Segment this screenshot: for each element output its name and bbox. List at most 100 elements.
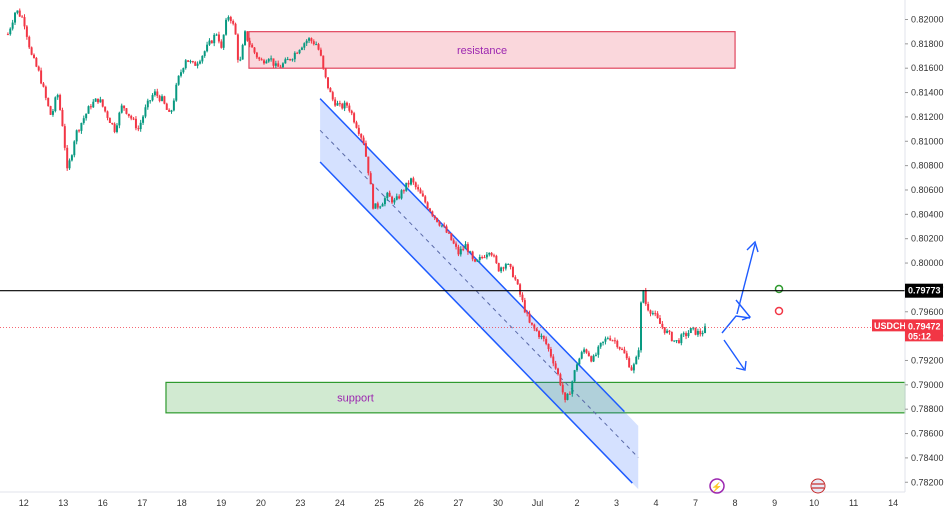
candle-body (168, 109, 171, 112)
candle-body (111, 122, 114, 124)
candle-body (253, 47, 256, 53)
candle-body (571, 381, 574, 394)
candle-body (440, 225, 443, 227)
candle-body (251, 44, 254, 48)
candle-body (502, 267, 505, 269)
candle-body (587, 352, 590, 357)
y-axis[interactable]: 0.82000 0.81800 0.81600 0.81400 0.81200 0.810… (904, 0, 944, 492)
candle-body (635, 356, 638, 365)
candle-body (670, 332, 673, 342)
x-tick-label: 16 (98, 498, 108, 508)
candle-body (225, 19, 228, 35)
candle-body (507, 263, 510, 265)
candle-body (699, 330, 702, 335)
candle-body (270, 58, 273, 60)
candle-body (509, 263, 512, 267)
candle-body (658, 318, 661, 324)
candle-body (592, 355, 595, 362)
candle-body (583, 349, 586, 353)
candle-body (647, 304, 650, 311)
candle-body (462, 248, 465, 250)
candle-body (540, 335, 543, 338)
candle-body (104, 106, 107, 112)
candle-body (623, 349, 626, 354)
candle-body (317, 44, 320, 50)
x-tick-label: Jul (532, 498, 544, 508)
candle-body (386, 192, 389, 199)
candle-body (315, 44, 318, 46)
candle-body (457, 246, 460, 255)
candle-body (30, 47, 33, 55)
mid-arrow-head (735, 299, 752, 321)
candle-body (552, 356, 555, 364)
candle-body (97, 98, 100, 103)
candle-body (201, 55, 204, 62)
x-tick-label: 3 (614, 498, 619, 508)
candle-body (353, 113, 356, 123)
countdown-tag-text: 05:12 (908, 331, 931, 341)
candle-body (244, 31, 247, 46)
candle-body (118, 112, 121, 126)
candle-body (11, 22, 14, 29)
candle-body (521, 294, 524, 301)
candle-body (692, 327, 695, 329)
candle-body (535, 328, 538, 332)
candle-body (272, 58, 275, 66)
candle-body (443, 225, 446, 227)
candle-body (369, 173, 372, 185)
y-tick-label: 0.78600 (911, 429, 944, 439)
candle-body (644, 290, 647, 305)
candle-body (704, 326, 707, 333)
candle-body (108, 117, 111, 123)
support-label: support (337, 393, 374, 405)
candle-body (66, 147, 69, 169)
candle-body (599, 342, 602, 347)
candle-body (21, 16, 24, 18)
take-profit-marker (774, 284, 784, 294)
candle-body (319, 49, 322, 56)
candle-body (63, 126, 66, 148)
candle-body (9, 28, 12, 35)
candle-body (227, 17, 230, 20)
candle-body (447, 232, 450, 234)
candle-body (360, 133, 363, 138)
candle-body (338, 103, 341, 105)
support-zone (165, 381, 906, 414)
y-tick-label: 0.81000 (911, 136, 944, 146)
candle-body (433, 215, 436, 218)
candle-body (538, 331, 541, 338)
candle-body (469, 251, 472, 253)
candle-body (407, 182, 410, 185)
candle-body (640, 302, 643, 351)
candle-body (564, 392, 567, 400)
candle-body (341, 103, 344, 109)
candle-body (184, 60, 187, 69)
candle-body (357, 127, 360, 134)
x-tick-label: 17 (137, 498, 147, 508)
candle-body (561, 384, 564, 393)
candle-body (220, 41, 223, 48)
candle-body (336, 103, 339, 106)
candle-body (481, 256, 484, 258)
x-axis[interactable]: 12 13 16 17 18 19 20 23 24 25 26 27 30 Jul 2 3 4 7 8 9 10 11 1… (0, 478, 905, 508)
candle-body (255, 52, 258, 58)
candle-body (217, 34, 220, 42)
candle-body (476, 259, 479, 262)
y-tick-label: 0.78400 (911, 453, 944, 463)
candle-body (395, 196, 398, 200)
candle-body (514, 277, 517, 280)
candle-body (602, 341, 605, 343)
candle-body (61, 109, 64, 127)
candle-body (391, 196, 394, 203)
candle-body (175, 84, 178, 101)
candle-body (400, 190, 403, 199)
candle-body (393, 199, 396, 203)
x-tick-label: 23 (295, 498, 305, 508)
candle-body (305, 40, 308, 44)
y-tick-label: 0.81400 (911, 88, 944, 98)
candle-body (329, 88, 332, 93)
y-tick-label: 0.80400 (911, 209, 944, 219)
candle-body (630, 367, 633, 371)
